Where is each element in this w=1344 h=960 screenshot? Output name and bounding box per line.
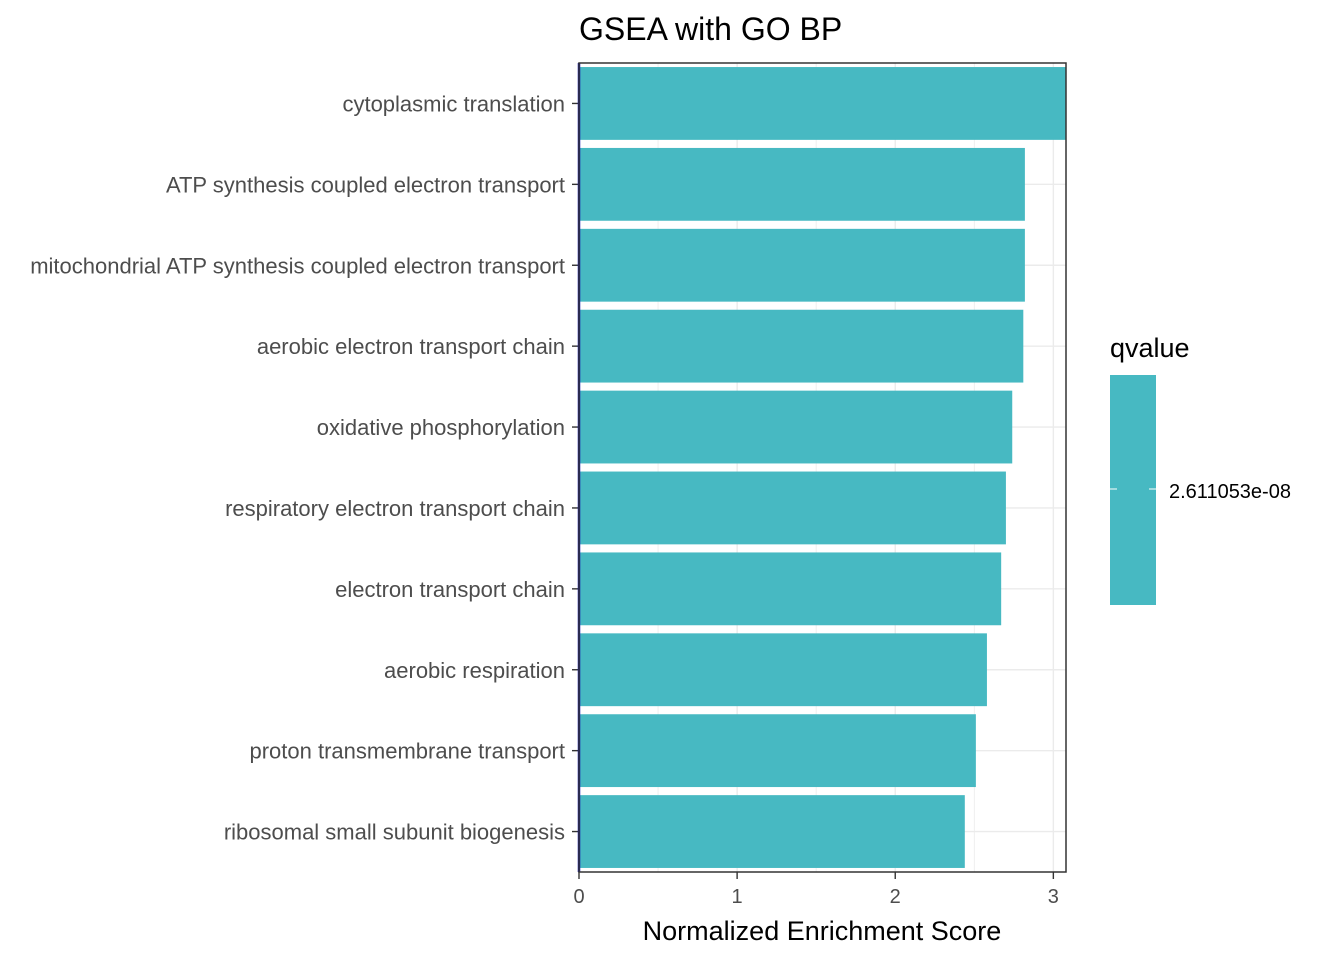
category-label: cytoplasmic translation [342, 91, 565, 116]
bar [579, 633, 987, 707]
chart-title: GSEA with GO BP [579, 11, 842, 47]
bar [579, 390, 1013, 464]
category-label: aerobic respiration [384, 658, 565, 683]
plot-border [578, 62, 1067, 873]
legend-label: 2.611053e-08 [1169, 481, 1291, 503]
x-tick-label: 1 [732, 886, 743, 908]
x-tick-label: 0 [573, 886, 584, 908]
category-label: mitochondrial ATP synthesis coupled elec… [30, 253, 565, 278]
category-label: aerobic electron transport chain [257, 334, 565, 359]
category-label: proton transmembrane transport [250, 739, 566, 764]
category-label: electron transport chain [335, 577, 565, 602]
bar [579, 552, 1002, 626]
bar [579, 67, 1066, 140]
bar [579, 471, 1006, 545]
bar [579, 309, 1024, 383]
legend-title: qvalue [1110, 333, 1190, 363]
legend: qvalue 2.611053e-08 [1110, 333, 1291, 605]
axis-layer: cytoplasmic translation ATP synthesis cou… [30, 63, 1059, 908]
category-label: ATP synthesis coupled electron transport [166, 172, 565, 197]
x-tick-label: 2 [890, 886, 901, 908]
category-label: ribosomal small subunit biogenesis [224, 820, 565, 845]
legend-color-swatch [1110, 375, 1156, 605]
bar [579, 228, 1025, 302]
bar [579, 714, 976, 788]
bar [579, 795, 965, 868]
category-label: oxidative phosphorylation [317, 415, 565, 440]
x-axis-title: Normalized Enrichment Score [643, 916, 1002, 946]
bar-layer [579, 67, 1066, 868]
bar [579, 147, 1025, 221]
category-label: respiratory electron transport chain [225, 496, 565, 521]
x-tick-label: 3 [1048, 886, 1059, 908]
